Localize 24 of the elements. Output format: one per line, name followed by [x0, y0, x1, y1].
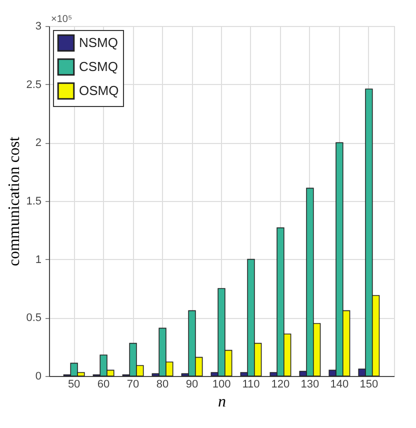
x-tick-label: 80 — [156, 378, 169, 390]
y-tick-label: 2 — [35, 137, 42, 150]
y-tick-label: 3 — [35, 20, 42, 32]
x-tick-label: 140 — [330, 378, 349, 390]
x-tick-label: 130 — [300, 378, 320, 390]
legend-label: NSMQ — [79, 35, 118, 50]
x-tick-label: 150 — [360, 378, 378, 390]
x-tick-label: 100 — [212, 378, 231, 390]
legend-label: OSMQ — [79, 83, 119, 98]
x-tick-label: 60 — [97, 378, 110, 390]
x-tick-label: 90 — [186, 378, 198, 390]
y-tick-label: 0 — [35, 370, 42, 382]
x-tick-label: 50 — [68, 378, 80, 390]
y-tick-label: 1 — [35, 254, 42, 266]
x-axis-title: n — [218, 394, 226, 410]
text: ×10⁵ — [51, 14, 72, 25]
x-tick-label: 70 — [126, 378, 140, 390]
y-tick-label: 0.5 — [26, 312, 42, 324]
x-tick-label: 120 — [271, 378, 290, 390]
legend-label: CSMQ — [79, 59, 118, 74]
y-tick-label: 1.5 — [26, 196, 42, 208]
y-axis-title: communication cost — [6, 136, 24, 266]
x-tick-label: 110 — [242, 378, 260, 390]
y-tick-label: 2.5 — [26, 78, 42, 91]
